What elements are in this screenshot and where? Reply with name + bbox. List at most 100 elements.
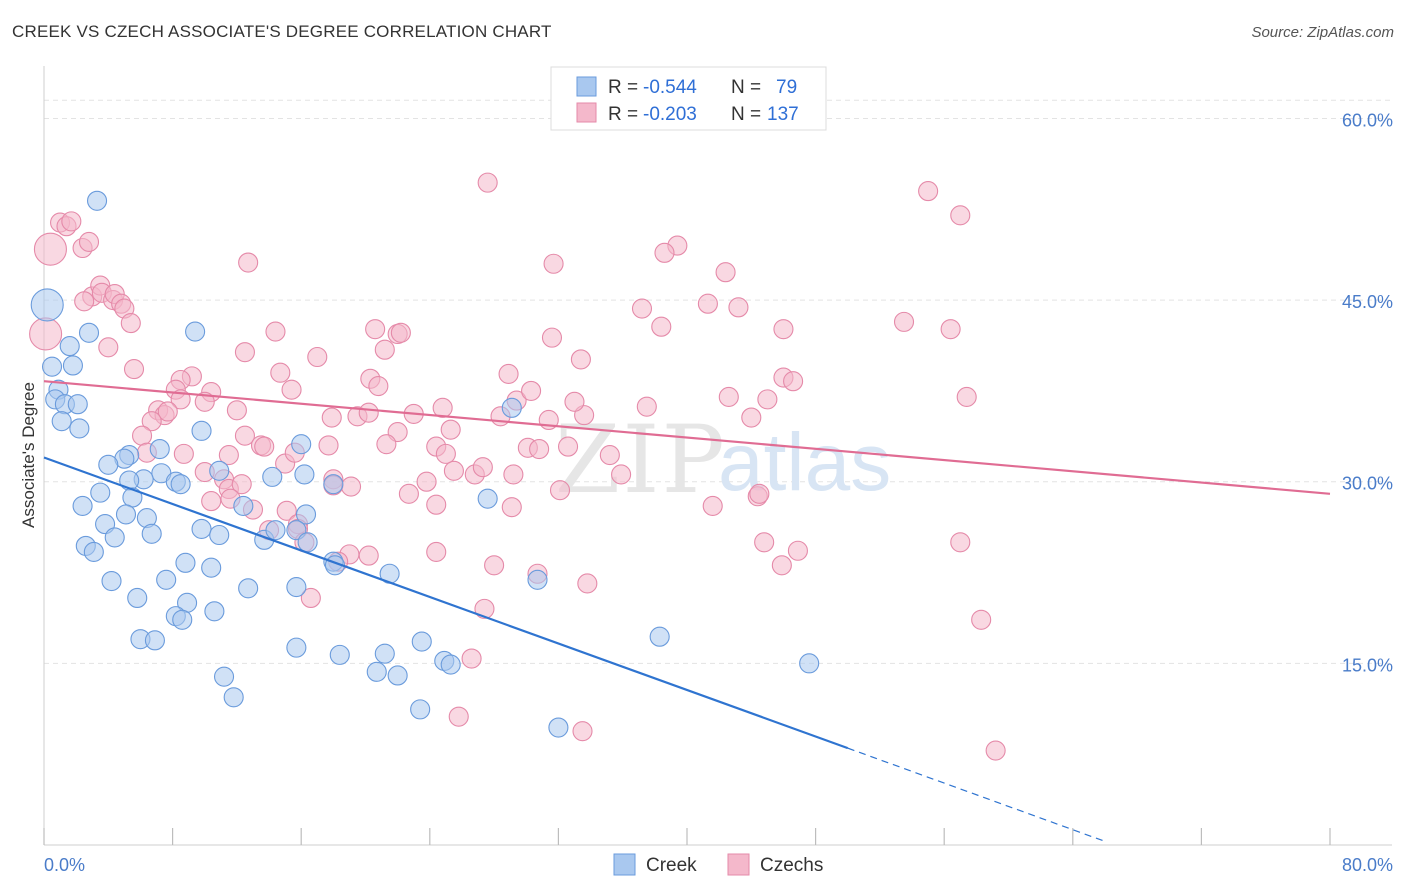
creek-point xyxy=(209,460,230,481)
czech-point xyxy=(300,587,321,609)
creek-point xyxy=(262,466,283,487)
czech-point xyxy=(572,721,593,742)
czech-point xyxy=(440,419,461,440)
czech-point xyxy=(557,436,579,457)
czech-point xyxy=(376,434,397,455)
czech-point xyxy=(477,172,498,193)
creek-trend-line xyxy=(43,456,849,750)
czech-point xyxy=(741,407,762,428)
creek-point xyxy=(115,504,137,525)
czech-point xyxy=(611,464,632,485)
czech-point xyxy=(426,494,447,515)
creek-point xyxy=(41,356,63,377)
czech-point xyxy=(971,609,992,630)
czech-point xyxy=(443,460,464,481)
bottom-legend-label-creek: Creek xyxy=(646,855,697,876)
czech-point xyxy=(234,425,255,446)
creek-point xyxy=(72,495,93,516)
czech-point xyxy=(521,380,542,401)
creek-point xyxy=(440,654,461,675)
czech-point xyxy=(484,555,505,576)
czech-point xyxy=(234,342,255,363)
creek-point xyxy=(156,569,177,590)
legend-n-value-czechs: 137 xyxy=(767,104,799,125)
bottom-legend: Creek Czechs xyxy=(613,853,823,876)
creek-point xyxy=(101,570,122,592)
czech-point xyxy=(218,445,239,466)
creek-point xyxy=(548,717,569,738)
creek-point xyxy=(374,643,395,664)
y-tick-label: 15.0% xyxy=(1342,655,1393,675)
creek-point xyxy=(191,420,212,441)
czech-point xyxy=(265,321,286,342)
czech-point xyxy=(194,391,215,412)
czech-point xyxy=(390,322,411,343)
creek-point xyxy=(172,609,193,630)
creek-point xyxy=(78,322,100,343)
y-axis-title: Associate's Degree xyxy=(19,382,38,528)
czech-point xyxy=(654,242,675,263)
czech-point xyxy=(697,293,718,314)
czech-point xyxy=(435,443,456,464)
czech-point xyxy=(201,491,222,512)
czech-point xyxy=(307,346,328,368)
czech-point xyxy=(599,445,620,466)
creek-point xyxy=(265,520,286,541)
czech-point xyxy=(238,252,259,273)
czech-point xyxy=(29,317,63,351)
czech-point xyxy=(448,706,469,727)
creek-points xyxy=(30,190,820,738)
creek-point xyxy=(209,524,230,546)
czech-point xyxy=(783,371,804,392)
czech-point xyxy=(318,435,339,456)
creek-point xyxy=(799,653,820,674)
creek-point xyxy=(649,626,670,647)
czech-point xyxy=(715,262,736,283)
legend-swatch-creek xyxy=(576,76,597,97)
creek-point xyxy=(223,687,244,708)
czech-point xyxy=(226,400,247,421)
czech-point xyxy=(787,540,808,561)
czech-point xyxy=(432,397,453,418)
bottom-legend-swatch-creek xyxy=(613,853,636,876)
czech-point xyxy=(529,438,550,460)
czech-point xyxy=(754,532,775,553)
creek-point xyxy=(286,637,307,658)
czech-point xyxy=(157,401,178,422)
czech-point xyxy=(61,211,82,232)
x-tick-label: 80.0% xyxy=(1342,855,1393,875)
creek-point xyxy=(69,418,90,439)
czech-point xyxy=(120,313,141,334)
czech-point xyxy=(74,291,95,312)
legend-box: R = -0.544 N = 79 R = -0.203 N = 137 xyxy=(550,66,827,131)
creek-point xyxy=(90,482,111,503)
creek-point xyxy=(329,644,350,665)
czech-point xyxy=(541,327,563,348)
czech-point xyxy=(461,648,482,669)
czech-point xyxy=(950,205,971,226)
czech-point xyxy=(651,316,672,337)
czech-point xyxy=(358,402,379,423)
czech-point xyxy=(472,457,493,478)
czech-point xyxy=(416,471,437,492)
axes xyxy=(43,66,1392,846)
czech-point xyxy=(340,476,362,497)
czech-point xyxy=(474,598,495,619)
creek-point xyxy=(86,190,108,211)
czech-point xyxy=(501,497,522,518)
creek-point xyxy=(144,630,165,651)
legend-r-value-creek: -0.544 xyxy=(643,77,697,98)
czech-point xyxy=(940,319,961,340)
creek-point xyxy=(297,532,318,553)
creek-point xyxy=(104,527,125,548)
czech-point xyxy=(771,555,792,576)
czech-point xyxy=(503,464,524,485)
creek-point xyxy=(366,661,387,682)
creek-point xyxy=(175,552,196,573)
czech-point xyxy=(570,349,591,370)
bottom-legend-swatch-czechs xyxy=(727,853,750,876)
czech-trend-line xyxy=(43,380,1331,495)
creek-point xyxy=(204,601,225,622)
creek-point xyxy=(213,666,235,687)
y-tick-label: 60.0% xyxy=(1342,110,1393,130)
